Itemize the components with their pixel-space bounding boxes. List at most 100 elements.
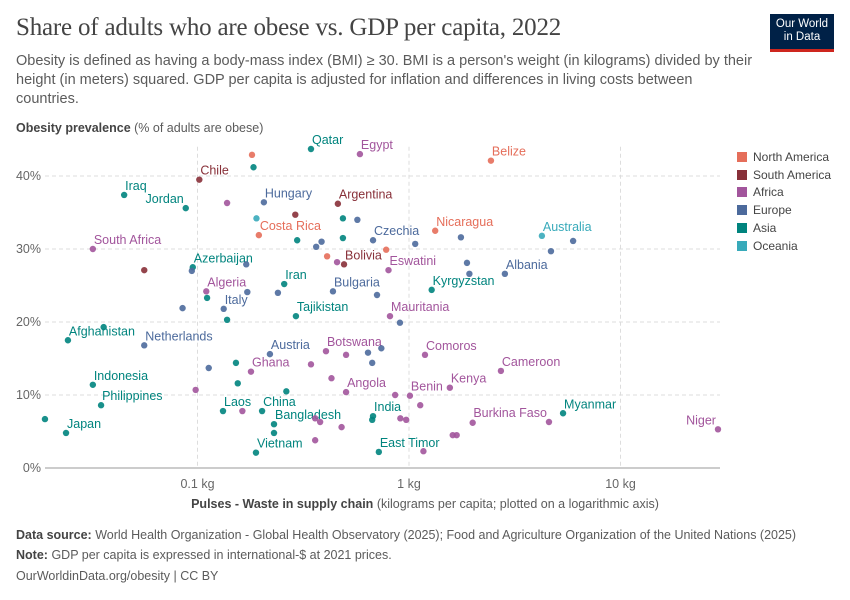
- data-point[interactable]: [545, 418, 553, 426]
- data-point[interactable]: [223, 316, 231, 324]
- data-point[interactable]: [250, 164, 257, 171]
- data-point[interactable]: [386, 312, 394, 320]
- data-point[interactable]: [328, 375, 335, 382]
- data-point[interactable]: [446, 384, 454, 391]
- data-point[interactable]: [342, 351, 350, 359]
- legend-item[interactable]: Asia: [737, 219, 831, 237]
- data-point[interactable]: [329, 288, 337, 295]
- data-point[interactable]: [421, 351, 429, 359]
- data-point[interactable]: [714, 426, 722, 433]
- data-point[interactable]: [382, 246, 390, 253]
- data-point[interactable]: [244, 288, 251, 296]
- data-point[interactable]: [232, 359, 240, 367]
- data-point[interactable]: [141, 342, 148, 349]
- data-point[interactable]: [220, 305, 227, 313]
- data-point[interactable]: [120, 191, 128, 199]
- legend-item[interactable]: Oceania: [737, 237, 831, 255]
- data-point[interactable]: [339, 234, 347, 242]
- data-point[interactable]: [64, 337, 72, 344]
- data-point[interactable]: [266, 350, 274, 358]
- data-point[interactable]: [41, 415, 49, 423]
- data-point[interactable]: [203, 288, 210, 295]
- data-point[interactable]: [192, 386, 199, 394]
- data-point[interactable]: [569, 237, 577, 245]
- data-point[interactable]: [323, 253, 331, 260]
- data-point[interactable]: [100, 323, 107, 331]
- data-point[interactable]: [369, 359, 376, 367]
- legend-item[interactable]: North America: [737, 148, 831, 166]
- data-point[interactable]: [248, 151, 256, 159]
- data-point[interactable]: [179, 304, 186, 312]
- data-point[interactable]: [339, 215, 347, 222]
- data-point[interactable]: [97, 402, 105, 409]
- data-point[interactable]: [293, 237, 301, 244]
- data-point[interactable]: [281, 280, 288, 288]
- data-point[interactable]: [292, 211, 299, 218]
- data-point[interactable]: [333, 258, 341, 266]
- data-point[interactable]: [453, 431, 460, 439]
- data-point[interactable]: [255, 231, 263, 239]
- data-point[interactable]: [311, 415, 319, 422]
- data-point[interactable]: [466, 270, 473, 278]
- data-point[interactable]: [141, 266, 148, 274]
- data-point[interactable]: [253, 215, 260, 222]
- data-point[interactable]: [307, 361, 315, 368]
- data-point[interactable]: [354, 216, 361, 223]
- data-point[interactable]: [182, 204, 189, 212]
- data-point[interactable]: [420, 448, 427, 455]
- data-point[interactable]: [428, 286, 435, 294]
- data-point[interactable]: [203, 294, 211, 302]
- data-point[interactable]: [538, 232, 546, 240]
- data-point[interactable]: [406, 392, 414, 399]
- data-point[interactable]: [417, 402, 424, 409]
- data-point[interactable]: [283, 388, 290, 395]
- data-point[interactable]: [487, 157, 495, 164]
- data-point[interactable]: [547, 247, 555, 255]
- data-point[interactable]: [373, 291, 381, 299]
- data-point[interactable]: [258, 407, 266, 415]
- data-point[interactable]: [243, 261, 250, 268]
- data-point[interactable]: [307, 145, 315, 153]
- data-point[interactable]: [260, 199, 268, 206]
- data-point[interactable]: [356, 150, 364, 158]
- data-point[interactable]: [292, 312, 300, 320]
- data-point[interactable]: [375, 448, 383, 456]
- data-point[interactable]: [219, 407, 227, 415]
- data-point[interactable]: [196, 176, 203, 183]
- data-point[interactable]: [385, 266, 392, 274]
- data-point[interactable]: [412, 240, 419, 248]
- data-point[interactable]: [369, 416, 376, 424]
- data-point[interactable]: [270, 421, 278, 428]
- data-point[interactable]: [431, 227, 439, 234]
- data-point[interactable]: [234, 380, 241, 387]
- data-point[interactable]: [312, 243, 320, 251]
- data-point[interactable]: [89, 381, 97, 388]
- data-point[interactable]: [223, 199, 231, 207]
- data-point[interactable]: [397, 415, 404, 422]
- data-point[interactable]: [334, 200, 342, 207]
- data-point[interactable]: [318, 238, 325, 245]
- data-point[interactable]: [188, 267, 196, 275]
- data-point[interactable]: [311, 437, 319, 444]
- data-point[interactable]: [364, 349, 372, 356]
- data-point[interactable]: [391, 391, 399, 399]
- data-point[interactable]: [274, 289, 282, 296]
- data-point[interactable]: [270, 429, 278, 437]
- data-point[interactable]: [469, 419, 476, 426]
- data-point[interactable]: [316, 418, 324, 426]
- data-point[interactable]: [497, 367, 505, 375]
- data-point[interactable]: [252, 449, 260, 456]
- legend-item[interactable]: Europe: [737, 201, 831, 219]
- footer-url[interactable]: OurWorldinData.org/obesity | CC BY: [16, 569, 219, 583]
- data-point[interactable]: [457, 234, 465, 241]
- data-point[interactable]: [340, 261, 348, 268]
- data-point[interactable]: [62, 429, 70, 437]
- data-point[interactable]: [342, 388, 350, 396]
- legend-item[interactable]: Africa: [737, 184, 831, 202]
- legend-item[interactable]: South America: [737, 166, 831, 184]
- data-point[interactable]: [378, 345, 385, 352]
- data-point[interactable]: [322, 348, 330, 355]
- data-point[interactable]: [396, 319, 404, 326]
- data-point[interactable]: [89, 245, 97, 253]
- data-point[interactable]: [501, 270, 509, 278]
